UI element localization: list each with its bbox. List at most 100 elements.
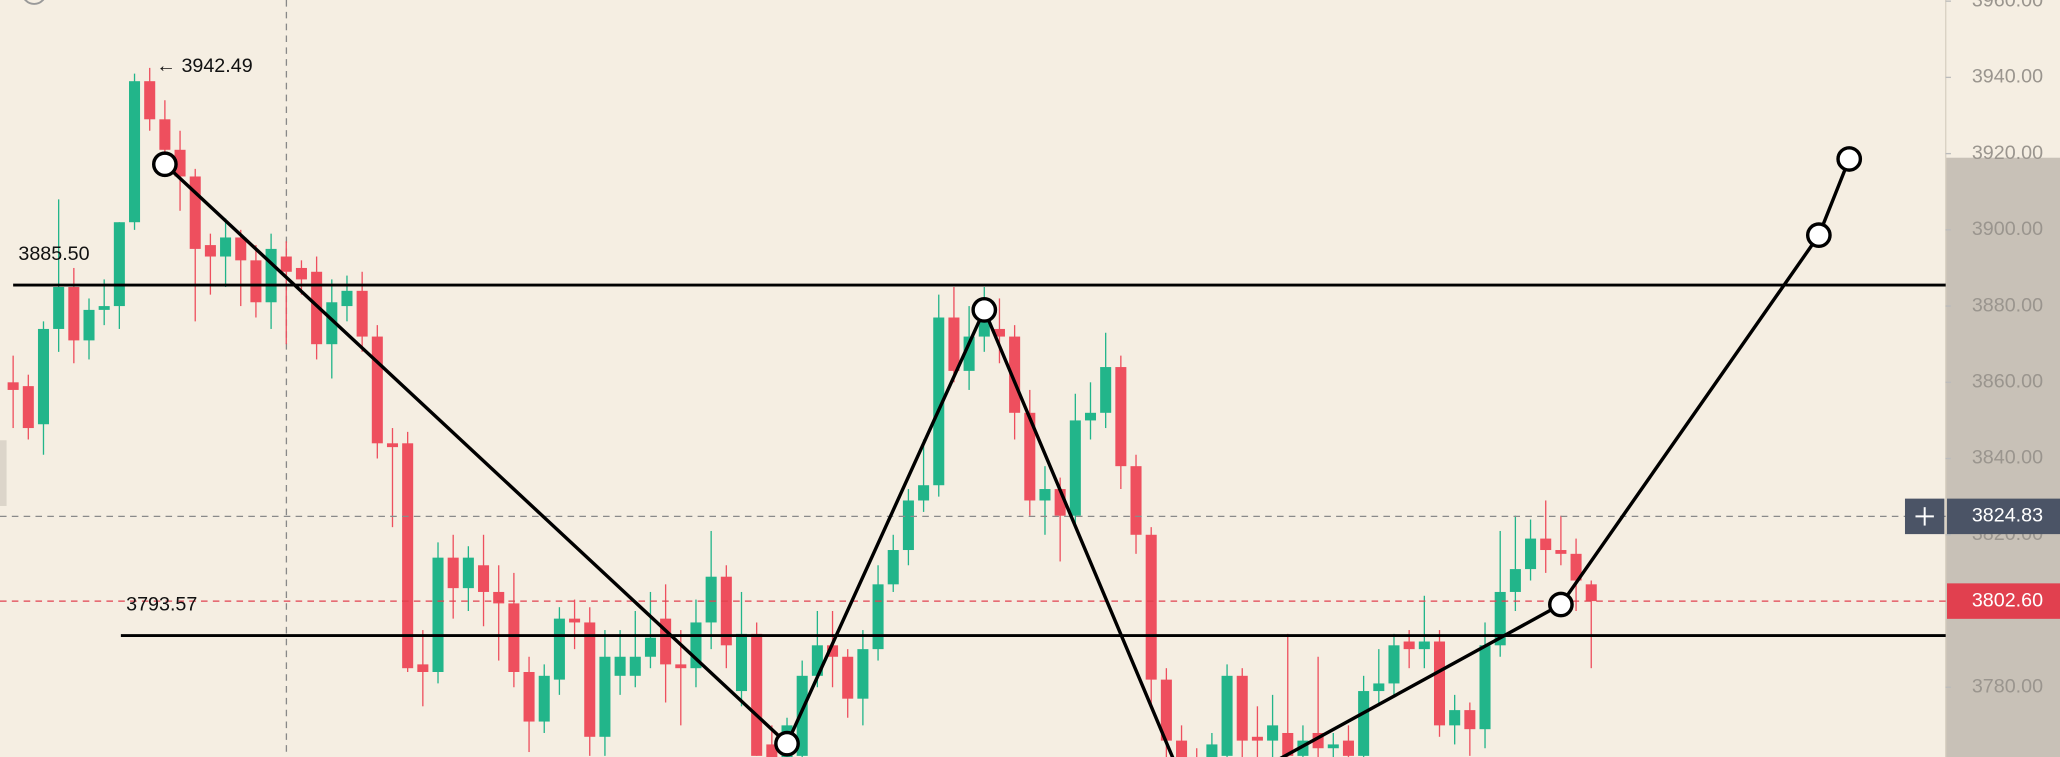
candle-body	[690, 622, 702, 669]
y-tick-label: 3840.00	[1972, 447, 2043, 469]
candle-body	[265, 248, 277, 303]
candle-body	[1115, 367, 1127, 467]
candle-body	[1418, 641, 1430, 650]
candle-body	[1388, 645, 1400, 684]
candle-body	[402, 443, 414, 669]
candle-body	[159, 119, 171, 150]
candle-body	[295, 267, 307, 280]
zigzag-point	[152, 151, 178, 178]
candle-body	[1403, 641, 1415, 650]
axis-selection	[1945, 157, 2060, 757]
candle-body	[83, 309, 95, 341]
price-tag-label: 3824.83	[1972, 505, 2043, 527]
candle-body	[1585, 584, 1597, 602]
candle-body	[857, 649, 869, 699]
candle-body	[1327, 744, 1339, 749]
candle-body	[68, 287, 80, 341]
candle-body	[584, 622, 596, 737]
candle-body	[462, 557, 474, 589]
candle-body	[250, 260, 262, 303]
candle-body	[1312, 732, 1324, 749]
y-tick-label: 3900.00	[1972, 218, 2043, 240]
candle-body	[447, 557, 459, 589]
candle-body	[204, 245, 216, 257]
candle-body	[1069, 420, 1081, 516]
candle-body	[1236, 675, 1248, 741]
candle-body	[569, 618, 581, 623]
candle-body	[174, 149, 186, 177]
candle-body	[644, 637, 656, 657]
side-tab	[0, 440, 7, 506]
candle-body	[614, 656, 626, 676]
candle-body	[842, 656, 854, 699]
candle-body	[933, 317, 945, 486]
candle-body	[993, 328, 1005, 337]
candle-body	[675, 664, 687, 669]
candle-body	[1282, 732, 1294, 756]
candle-body	[1509, 569, 1521, 592]
candle-body	[1054, 489, 1066, 516]
candle-body	[417, 664, 429, 672]
y-tick-label: 3920.00	[1972, 142, 2043, 164]
candle-body	[1479, 645, 1491, 730]
price-tag	[1947, 498, 2060, 535]
candle-body	[1297, 740, 1309, 756]
candle-body	[7, 382, 19, 390]
candle-body	[1251, 736, 1263, 741]
level-label: 3885.50	[18, 243, 89, 265]
candle-body	[1100, 367, 1112, 413]
candle-body	[538, 675, 550, 722]
zigzag-point	[1548, 591, 1574, 618]
zigzag-point	[971, 297, 998, 323]
candle-body	[220, 237, 232, 257]
candle-body	[37, 328, 50, 425]
menu-icon[interactable]	[22, 0, 46, 5]
candle-body	[599, 656, 611, 737]
candle-body	[766, 744, 778, 757]
candle-body	[1039, 489, 1051, 501]
candle-body	[751, 633, 763, 756]
candle-body	[705, 576, 717, 623]
candle-body	[1449, 710, 1461, 726]
candle-body	[1525, 538, 1537, 570]
candle-body	[660, 618, 672, 665]
candle-body	[1494, 591, 1506, 646]
candle-body	[887, 550, 899, 585]
y-tick-label: 3960.00	[1972, 0, 2043, 11]
candle-body	[1084, 412, 1097, 421]
candle-body	[478, 565, 490, 592]
candle-body	[1373, 683, 1385, 692]
price-tag-label: 3802.60	[1972, 589, 2043, 611]
candle-body	[629, 656, 641, 676]
candle-body	[189, 176, 201, 249]
candle-body	[341, 290, 353, 307]
candle-body	[356, 290, 368, 337]
candle-body	[963, 336, 975, 371]
candle-body	[1342, 740, 1354, 756]
candle-body	[1540, 538, 1552, 551]
candle-body	[98, 306, 110, 310]
candle-body	[53, 287, 65, 329]
candle-body	[280, 256, 292, 272]
candle-body	[1130, 466, 1142, 535]
zigzag-point	[774, 730, 800, 757]
zigzag-line	[163, 158, 1851, 757]
candle-body	[1176, 740, 1188, 757]
candle-body	[1267, 725, 1279, 741]
candle-body	[1009, 336, 1021, 413]
candle-body	[735, 633, 748, 692]
candle-body	[311, 271, 323, 345]
candle-body	[720, 576, 732, 646]
candle-body	[811, 645, 823, 676]
y-tick-label: 3880.00	[1972, 294, 2043, 316]
candle-body	[827, 645, 839, 657]
y-tick-label: 3780.00	[1972, 675, 2043, 697]
candle-body	[978, 321, 990, 337]
candle-body	[796, 675, 808, 756]
high-label: ← 3942.49	[156, 55, 252, 77]
candle-body	[432, 557, 444, 672]
candle-body	[22, 386, 34, 429]
candle-body	[235, 237, 247, 261]
candle-body	[113, 222, 125, 307]
